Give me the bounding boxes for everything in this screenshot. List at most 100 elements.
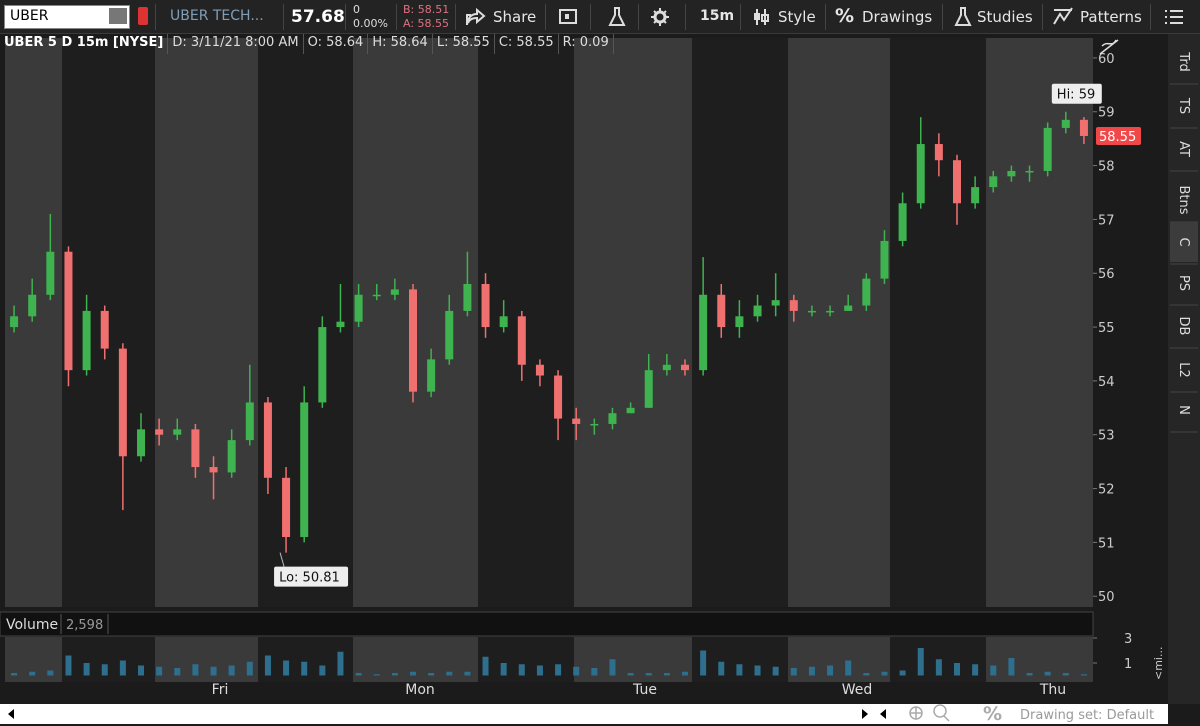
candle-body: [898, 203, 907, 241]
ask: A: 58.55: [403, 17, 450, 30]
dropdown[interactable]: [109, 8, 127, 24]
sidebar-tab[interactable]: N: [1176, 405, 1191, 415]
share-icon[interactable]: [465, 7, 487, 27]
volume-bar: [228, 665, 235, 676]
flag-icon[interactable]: [558, 7, 580, 27]
volume-bar: [464, 671, 471, 676]
style-icon[interactable]: [752, 7, 772, 27]
sidebar-tab[interactable]: PS: [1176, 275, 1191, 291]
sidebar-tab[interactable]: L2: [1176, 362, 1191, 378]
drawing-set-icon[interactable]: %: [983, 703, 1002, 725]
volume-bar: [754, 665, 761, 676]
style-button[interactable]: Style: [778, 8, 816, 26]
candle-body: [934, 144, 943, 161]
chart-header: UBER 5 D 15m [NYSE] D: 3/11/21 8:00 AM O:…: [0, 34, 614, 54]
candle-body: [590, 423, 599, 426]
candle-body: [554, 375, 563, 419]
candle-body: [662, 364, 671, 371]
candle-body: [499, 316, 508, 328]
candle-body: [953, 160, 961, 204]
volume-bar: [428, 673, 435, 676]
annotation: Hi: 59: [1057, 88, 1095, 103]
candle-body: [844, 305, 853, 311]
volume-bar: [101, 664, 108, 676]
candle-body: [82, 310, 91, 371]
volume-bar: [573, 666, 580, 676]
candle-body: [263, 402, 272, 478]
volume-bar: [663, 673, 670, 676]
change-pct: 0.00%: [353, 17, 388, 30]
change: 0: [353, 3, 360, 16]
volume-bar: [373, 674, 380, 676]
y-tick-label: 60: [1098, 52, 1115, 67]
candle-body: [227, 440, 236, 473]
volume-bar: [954, 663, 960, 676]
candle-body: [137, 429, 145, 457]
share-button[interactable]: Share: [493, 8, 537, 26]
candle-body: [1061, 119, 1070, 128]
scrollbar[interactable]: [0, 704, 1168, 724]
y-tick-label: 53: [1098, 429, 1115, 444]
candle-body: [1079, 119, 1088, 136]
zoom-icons[interactable]: [909, 704, 950, 722]
sidebar-tab[interactable]: Trd: [1176, 51, 1191, 71]
volume-bar: [808, 666, 815, 676]
volume-bar: [1080, 674, 1087, 676]
volume-bar: [192, 664, 199, 676]
candle-body: [445, 310, 454, 360]
volume-bar: [1044, 671, 1051, 676]
candle-body: [46, 251, 55, 295]
volume-bar: [47, 670, 54, 676]
sidebar: [1168, 34, 1200, 704]
candle-body: [916, 144, 925, 204]
annotation-box: [274, 566, 349, 587]
x-label: Wed: [842, 682, 873, 698]
chart-title: UBER 5 D 15m [NYSE]: [0, 34, 169, 54]
volume-bar: [700, 650, 707, 676]
lab-icon[interactable]: [608, 6, 626, 28]
drawing-set[interactable]: Drawing set: Default: [1020, 708, 1154, 723]
sidebar-tab[interactable]: DB: [1176, 317, 1191, 336]
header-field: C: 58.55: [495, 34, 559, 54]
symbol-input[interactable]: UBER: [4, 5, 130, 29]
session-band: [155, 637, 258, 682]
patterns-icon[interactable]: [1052, 6, 1074, 26]
candle-body: [1025, 170, 1034, 173]
volume-bar: [482, 656, 489, 676]
candle-body: [191, 429, 200, 468]
volume-bar: [65, 655, 72, 676]
session-band: [788, 38, 890, 607]
menu-icon[interactable]: [1164, 8, 1184, 26]
patterns-button[interactable]: Patterns: [1080, 8, 1142, 26]
volume-bar: [591, 668, 598, 676]
volume-bar: [881, 671, 888, 676]
candle-body: [535, 364, 544, 376]
header-field: R: 0.09: [559, 34, 614, 54]
candle-body: [409, 289, 417, 392]
sidebar-tab[interactable]: AT: [1176, 141, 1191, 157]
candle-body: [626, 407, 635, 414]
volume-bar: [119, 660, 126, 676]
candle-body: [971, 187, 980, 204]
interval-button[interactable]: 15m: [700, 8, 735, 24]
volume-bar: [11, 673, 18, 676]
volume-bar: [446, 671, 453, 676]
y-tick-label: 56: [1098, 267, 1115, 282]
studies-icon[interactable]: [954, 6, 972, 28]
settings-icon[interactable]: [650, 7, 670, 27]
sidebar-tab[interactable]: TS: [1176, 97, 1191, 114]
studies-button[interactable]: Studies: [977, 8, 1033, 26]
volume-bar: [138, 665, 144, 676]
sidebar-tab[interactable]: Btns: [1176, 185, 1191, 214]
x-label: Fri: [212, 682, 229, 698]
candle-body: [300, 402, 309, 538]
volume-bar: [174, 668, 181, 676]
candle-body: [28, 294, 37, 317]
sidebar-tab[interactable]: C: [1176, 237, 1191, 246]
x-label: Thu: [1039, 682, 1066, 698]
session-band: [890, 38, 986, 607]
drawings-icon[interactable]: %: [835, 5, 855, 27]
volume-bar: [555, 664, 562, 676]
x-label: Mon: [405, 682, 435, 698]
drawings-button[interactable]: Drawings: [862, 8, 933, 26]
